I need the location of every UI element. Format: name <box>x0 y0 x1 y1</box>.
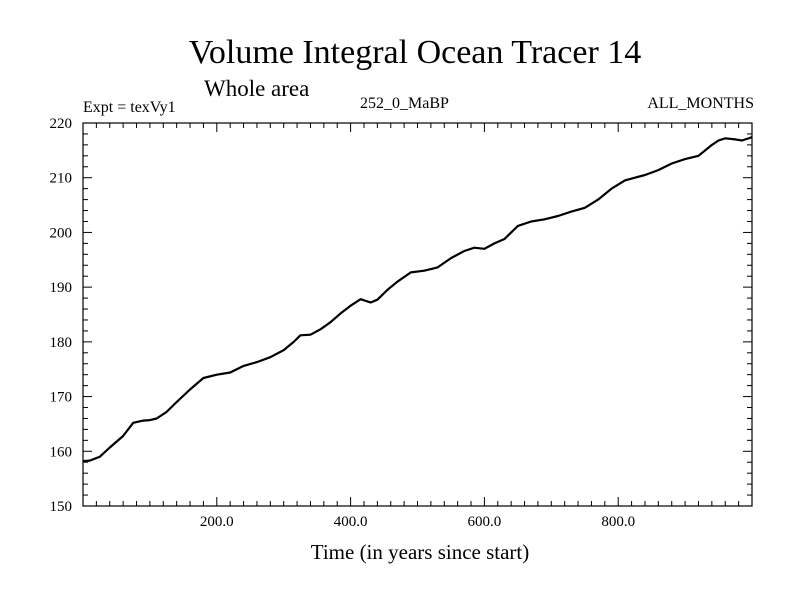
x-tick-label: 200.0 <box>200 514 234 530</box>
y-tick-label: 150 <box>50 499 73 515</box>
experiment-label: Expt = texVy1 <box>83 99 176 116</box>
months-label: ALL_MONTHS <box>647 95 754 112</box>
plot-frame <box>82 122 753 507</box>
y-tick-label: 160 <box>50 444 73 460</box>
axis-ticks <box>83 123 752 506</box>
y-tick-label: 180 <box>50 335 73 351</box>
x-tick-label: 400.0 <box>334 514 368 530</box>
x-tick-label: 600.0 <box>468 514 502 530</box>
y-tick-label: 210 <box>50 171 73 187</box>
chart-title: Volume Integral Ocean Tracer 14 <box>188 34 642 71</box>
y-tick-label: 170 <box>50 390 73 406</box>
y-tick-label: 220 <box>50 116 73 132</box>
x-tick-label: 800.0 <box>601 514 635 530</box>
tick-labels: 200.0 400.0 600.0 800.0 150 160 170 180 190 200 21… <box>50 116 636 530</box>
run-label: 252_0_MaBP <box>360 95 449 112</box>
y-tick-label: 200 <box>50 225 73 241</box>
chart-subtitle: Whole area <box>204 76 310 101</box>
y-tick-label: 190 <box>50 280 73 296</box>
series-line <box>82 136 753 463</box>
x-axis-label: Time (in years since start) <box>310 540 530 564</box>
